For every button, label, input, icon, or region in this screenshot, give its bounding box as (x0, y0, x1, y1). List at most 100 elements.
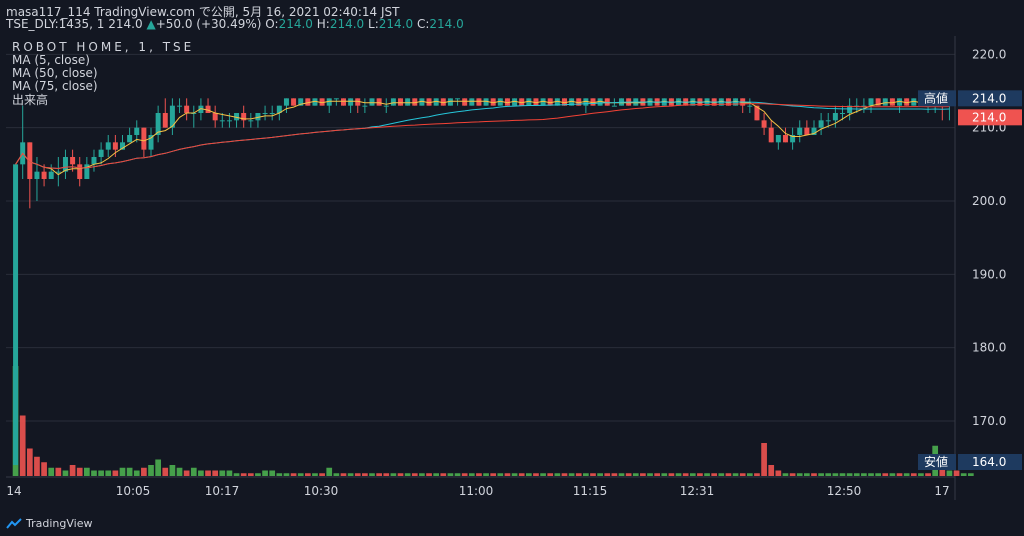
volume-bar (354, 473, 361, 476)
publish-info: masa117_114 TradingView.com で公開, 5月 16, … (6, 5, 400, 19)
candle-body (291, 98, 297, 106)
candle-body (540, 98, 546, 106)
volume-bar (782, 473, 789, 476)
volume-bar (525, 473, 532, 476)
volume-bar (697, 473, 703, 476)
candle-body (897, 98, 903, 106)
candle-body (611, 105, 617, 107)
tradingview-logo[interactable]: TradingView (6, 517, 92, 530)
volume-bar (426, 473, 432, 476)
candle-body (362, 105, 368, 107)
candle-body (519, 98, 525, 106)
volume-bar (19, 415, 26, 476)
candle-body (405, 98, 411, 106)
volume-bar (704, 473, 710, 476)
candle-body (340, 98, 346, 106)
price-tick-label: 200.0 (972, 194, 1006, 208)
candle-body (526, 98, 532, 106)
symbol-legend[interactable]: ROBOT HOME, 1, TSE (12, 40, 195, 54)
candle-body (234, 113, 240, 121)
volume-bar (590, 473, 596, 476)
candle-body (462, 98, 468, 106)
candle-body (70, 157, 76, 165)
ma75-legend[interactable]: MA (75, close) (12, 79, 98, 93)
volume-bar (397, 473, 404, 476)
candle-body (882, 98, 888, 106)
up-arrow-icon: ▲ (146, 17, 156, 31)
last-price: 214.0 (108, 17, 143, 31)
volume-bar (41, 462, 47, 476)
volume-bar (48, 467, 55, 476)
volume-bar (162, 467, 169, 476)
volume-bar (804, 473, 810, 476)
candle-body (198, 105, 204, 113)
low-value-badge (958, 454, 1022, 470)
volume-bar (575, 473, 582, 476)
volume-bar (390, 473, 397, 476)
candle-body (433, 98, 439, 106)
candle-body (483, 98, 489, 106)
volume-bar (561, 473, 568, 476)
candle-body (369, 98, 375, 106)
volume-bar (240, 473, 247, 476)
time-axis[interactable]: 14 10:05 10:17 10:30 11:00 11:15 12:31 12:50 17 (6, 484, 949, 498)
volume-bar (369, 473, 375, 476)
candle-body (569, 98, 575, 106)
close-label: C: (416, 17, 430, 31)
candle-body (55, 171, 61, 173)
candle-body (241, 113, 247, 121)
ohlc-header: TSE_DLY:1435, 1 214.0 ▲+50.0 (+30.49%) O… (6, 17, 464, 31)
candle-body (419, 98, 425, 106)
candle-body (48, 171, 54, 179)
candle-body (77, 164, 83, 179)
candle-body (504, 98, 510, 106)
volume-bar (333, 473, 340, 476)
volume-bar (661, 473, 668, 476)
candle-body (120, 142, 125, 150)
tradingview-logo-icon (6, 517, 22, 529)
candle-body (412, 98, 418, 106)
volume-bar (419, 473, 425, 476)
volume-bar (825, 473, 832, 476)
candle-body (868, 98, 874, 106)
volume-bar (269, 470, 276, 476)
candle-body (804, 127, 810, 135)
tradingview-brand: TradingView (26, 517, 93, 530)
moving-averages (15, 100, 950, 176)
time-tick-label: 10:17 (205, 484, 240, 498)
low-label-badge (918, 454, 956, 470)
volume-bar (34, 456, 40, 476)
candle-body (768, 127, 774, 143)
candle-body (333, 98, 339, 100)
candle-body (904, 98, 910, 106)
candle-body (255, 113, 261, 121)
volume-bar (340, 473, 347, 476)
volume-legend[interactable]: 出来高 (12, 93, 49, 107)
candle-body (576, 98, 582, 106)
candle-body (91, 157, 97, 165)
candle-body (604, 98, 610, 106)
time-tick-label: 10:30 (304, 484, 339, 498)
volume-bar (504, 473, 511, 476)
volume-bar (62, 470, 69, 476)
high-label: 高値 (924, 90, 948, 105)
volume-bar (732, 473, 739, 476)
ma50-legend[interactable]: MA (50, close) (12, 66, 98, 80)
volume-bar (846, 473, 853, 476)
symbol-info: TSE_DLY:1435, 1 (6, 17, 109, 31)
last-price-value: 214.0 (972, 110, 1006, 124)
volume-bars (12, 366, 974, 476)
volume-bar (597, 473, 603, 476)
candle-body (761, 120, 767, 128)
volume-bar (98, 470, 104, 476)
volume-bar (183, 470, 190, 476)
time-tick-label: 11:15 (573, 484, 608, 498)
candle-body (205, 105, 211, 113)
candle-body (262, 113, 268, 114)
high-label-badge (918, 90, 956, 107)
price-axis[interactable]: 220.0210.0200.0190.0180.0170.0214.0高値214… (918, 47, 1022, 470)
volume-bar (711, 473, 718, 476)
ma5-legend[interactable]: MA (5, close) (12, 53, 90, 67)
